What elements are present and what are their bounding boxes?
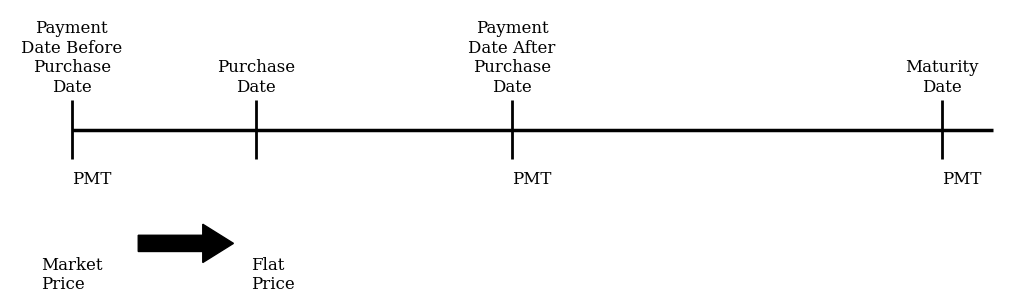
Text: Flat
Price: Flat Price — [251, 257, 295, 293]
Text: Payment
Date Before
Purchase
Date: Payment Date Before Purchase Date — [22, 20, 122, 96]
Text: Purchase
Date: Purchase Date — [217, 59, 295, 96]
Text: PMT: PMT — [72, 171, 111, 188]
Text: PMT: PMT — [512, 171, 551, 188]
Text: PMT: PMT — [942, 171, 981, 188]
Text: Market
Price: Market Price — [41, 257, 102, 293]
Text: Payment
Date After
Purchase
Date: Payment Date After Purchase Date — [468, 20, 556, 96]
Text: Maturity
Date: Maturity Date — [905, 59, 979, 96]
FancyArrow shape — [138, 224, 233, 263]
